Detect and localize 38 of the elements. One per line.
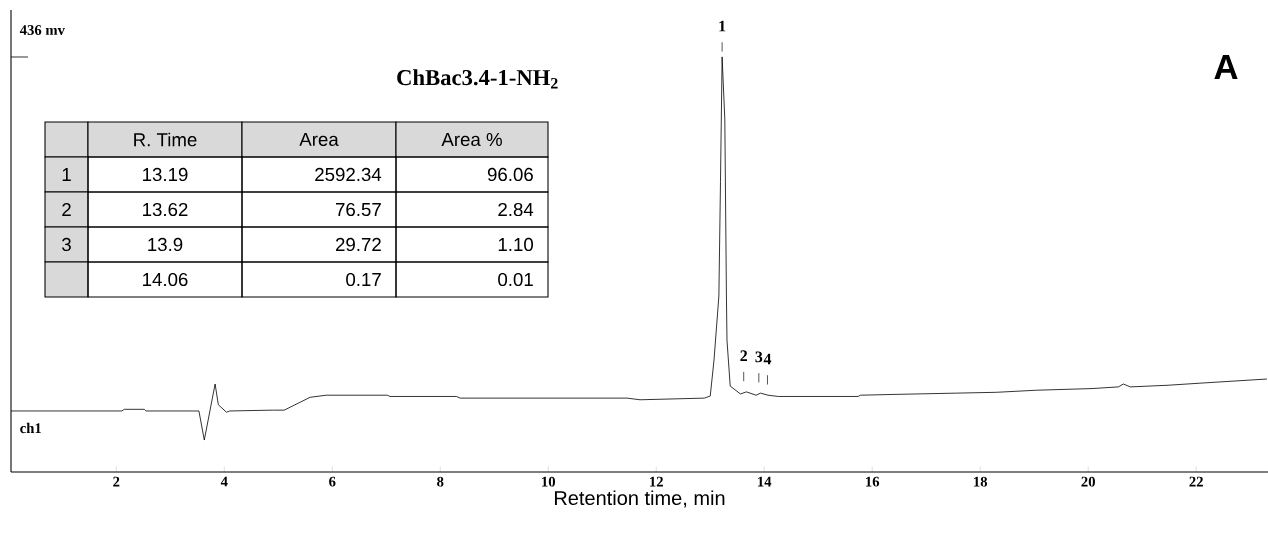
annotation: 13.9 bbox=[148, 237, 183, 252]
annotation: 1 bbox=[719, 20, 726, 32]
annotation: 0.01 bbox=[498, 272, 533, 287]
annotation: 13.19 bbox=[143, 167, 188, 182]
annotation: 13.62 bbox=[143, 202, 188, 217]
annotation: Area % bbox=[441, 132, 502, 147]
x-tick-label: 14 bbox=[758, 476, 772, 487]
x-tick-label: 8 bbox=[437, 476, 444, 487]
annotation: 2.84 bbox=[498, 202, 534, 217]
x-tick-label: 22 bbox=[1189, 476, 1203, 487]
annotation: 1.10 bbox=[498, 237, 534, 252]
x-tick-label: 2 bbox=[113, 476, 120, 487]
x-tick-label: 16 bbox=[866, 476, 880, 487]
annotation: 2 bbox=[740, 350, 748, 361]
annotation: 2592.34 bbox=[315, 167, 382, 182]
annotation: 14.06 bbox=[143, 272, 188, 287]
text: 436 mv bbox=[19, 25, 65, 35]
annotation: 3 bbox=[755, 351, 763, 363]
annotation: R. Time bbox=[134, 132, 197, 147]
annotation: 4 bbox=[763, 353, 772, 365]
x-tick-label: 4 bbox=[220, 476, 228, 487]
annotation: 1 bbox=[62, 168, 71, 181]
chart-title: ChBac3.4-1-NH$_{2}$ bbox=[397, 69, 558, 89]
annotation: 0.17 bbox=[346, 272, 381, 287]
annotation: A bbox=[1214, 55, 1238, 79]
annotation: 3 bbox=[62, 237, 71, 252]
x-tick-label: 10 bbox=[542, 476, 556, 487]
x-tick-label: 18 bbox=[974, 476, 988, 487]
x-tick-label: 20 bbox=[1081, 476, 1095, 487]
x-axis-title: Retention time, min bbox=[554, 490, 725, 508]
annotation: 2 bbox=[62, 202, 71, 217]
annotation: 76.57 bbox=[335, 202, 381, 217]
annotation: ch1 bbox=[20, 422, 41, 434]
x-tick-label: 6 bbox=[329, 476, 336, 487]
x-tick-label: 12 bbox=[650, 476, 663, 487]
annotation: Area bbox=[299, 133, 339, 147]
annotation: 96.06 bbox=[487, 167, 533, 182]
annotation: 29.72 bbox=[335, 237, 381, 252]
